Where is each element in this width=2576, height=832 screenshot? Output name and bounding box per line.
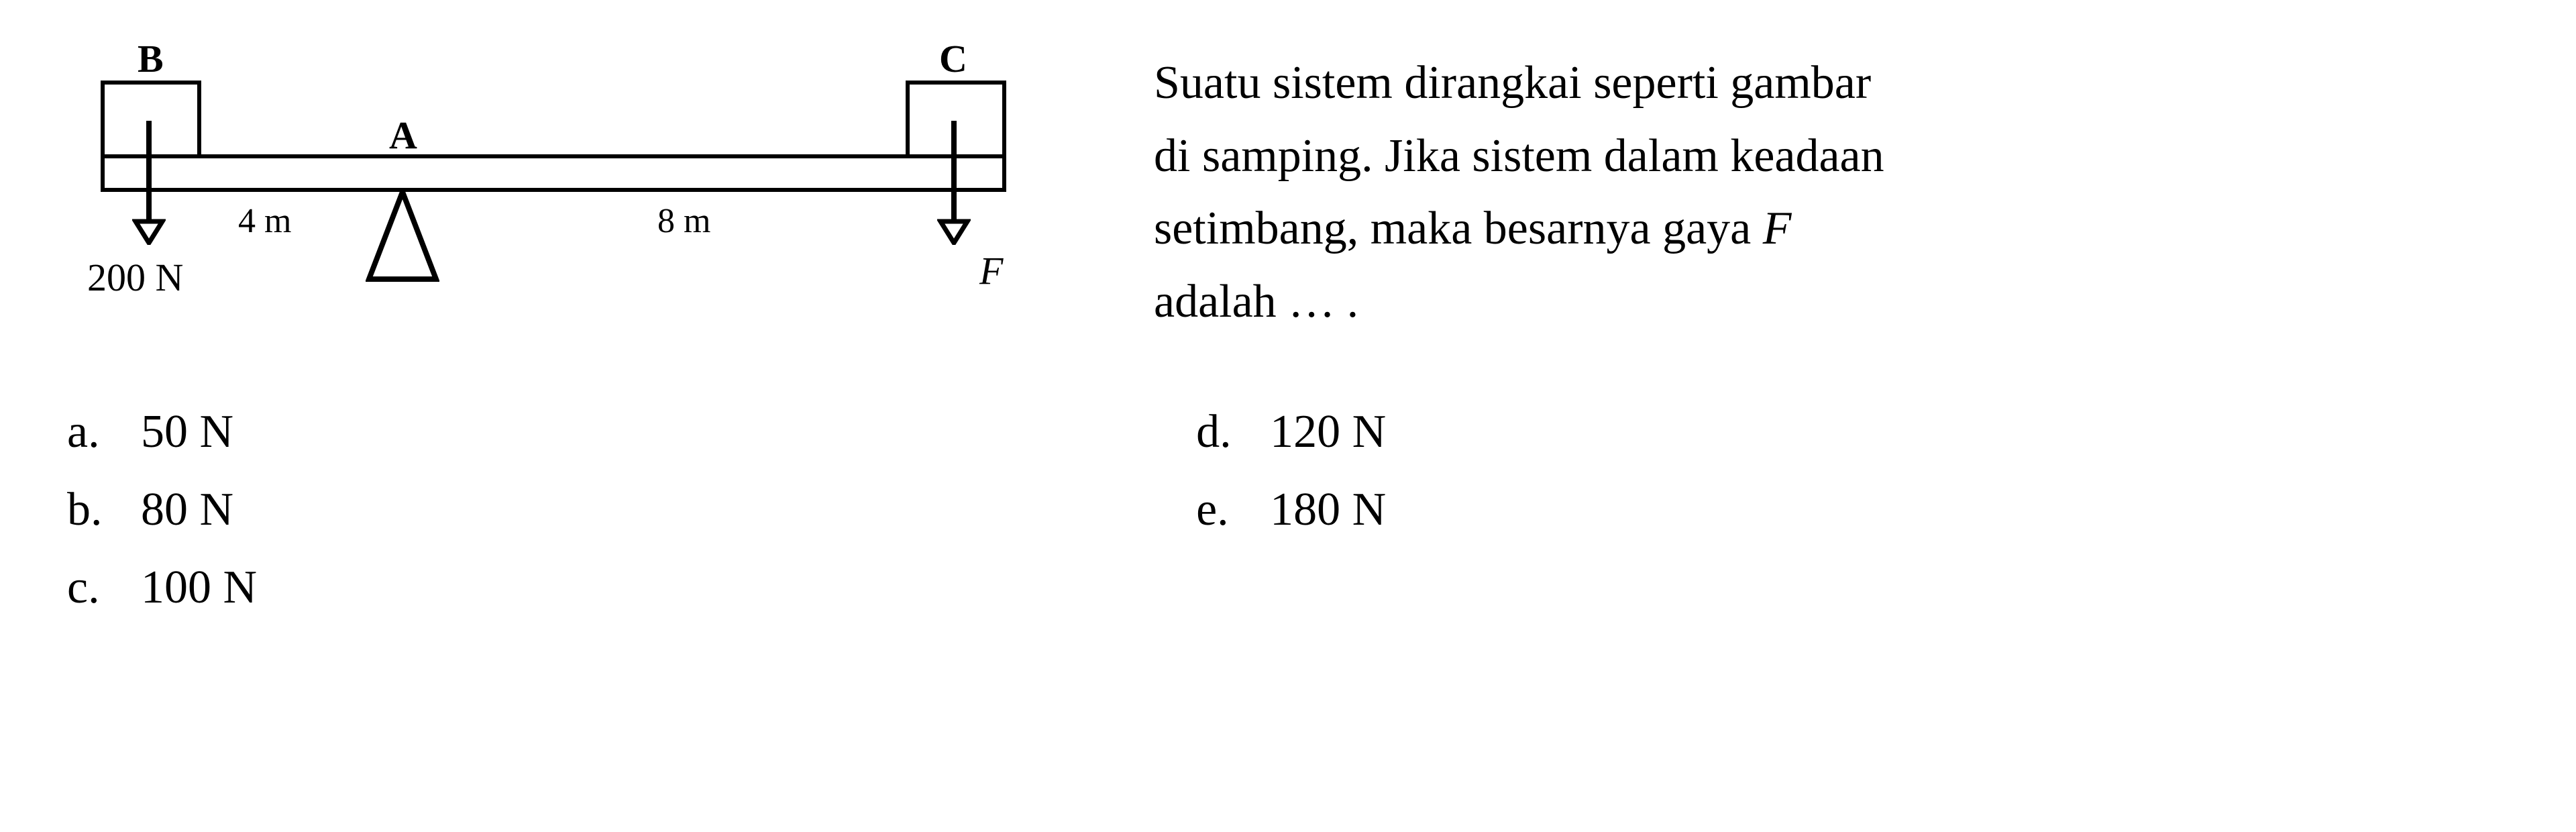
q-line3a: setimbang, maka besarnya gaya bbox=[1154, 203, 1763, 254]
option-e-text: 180 N bbox=[1270, 483, 1386, 537]
fulcrum-icon bbox=[366, 192, 439, 286]
q-line3-f: F bbox=[1763, 203, 1792, 254]
option-e: e. 180 N bbox=[1196, 483, 1386, 537]
left-force-label: 200 N bbox=[87, 255, 183, 300]
options-col-left: a. 50 N b. 80 N c. 100 N bbox=[67, 405, 257, 615]
option-b: b. 80 N bbox=[67, 483, 257, 537]
option-d: d. 120 N bbox=[1196, 405, 1386, 459]
distance-right-label: 8 m bbox=[657, 201, 710, 241]
option-d-letter: d. bbox=[1196, 405, 1236, 459]
q-line4: adalah … . bbox=[1154, 276, 1358, 327]
option-a-text: 50 N bbox=[141, 405, 233, 459]
option-a: a. 50 N bbox=[67, 405, 257, 459]
label-b: B bbox=[138, 36, 164, 81]
option-c-text: 100 N bbox=[141, 561, 257, 615]
question-text: Suatu sistem dirangkai seperti gambar di… bbox=[1154, 40, 2509, 338]
right-force-arrow bbox=[937, 121, 971, 245]
option-b-text: 80 N bbox=[141, 483, 233, 537]
option-c-letter: c. bbox=[67, 561, 107, 615]
beam bbox=[101, 154, 1006, 192]
right-force-label: F bbox=[979, 248, 1003, 293]
options-col-right: d. 120 N e. 180 N bbox=[1196, 405, 1386, 615]
main-container: B C A 4 m 8 m 200 N F Suatu sistem diran… bbox=[0, 0, 2576, 378]
option-b-letter: b. bbox=[67, 483, 107, 537]
q-line1: Suatu sistem dirangkai seperti gambar bbox=[1154, 57, 1871, 109]
label-c: C bbox=[939, 36, 967, 81]
lever-diagram: B C A 4 m 8 m 200 N F bbox=[67, 40, 1073, 309]
option-a-letter: a. bbox=[67, 405, 107, 459]
option-e-letter: e. bbox=[1196, 483, 1236, 537]
q-line2: di samping. Jika sistem dalam keadaan bbox=[1154, 130, 1884, 182]
distance-left-label: 4 m bbox=[238, 201, 291, 241]
label-a: A bbox=[389, 113, 417, 158]
option-c: c. 100 N bbox=[67, 561, 257, 615]
option-d-text: 120 N bbox=[1270, 405, 1386, 459]
left-force-arrow bbox=[132, 121, 166, 245]
options-block: a. 50 N b. 80 N c. 100 N d. 120 N e. 180… bbox=[0, 378, 2576, 615]
